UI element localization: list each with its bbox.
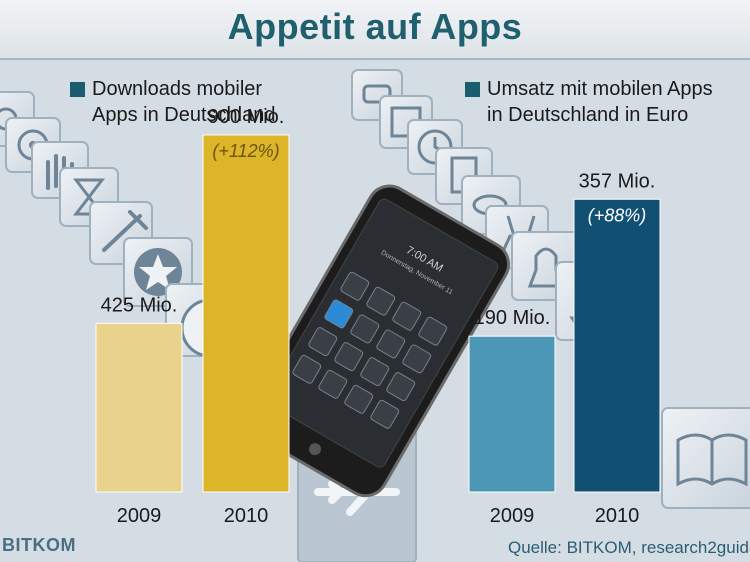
legend-swatch xyxy=(465,82,480,97)
category-label-revenue-2010: 2010 xyxy=(595,505,640,527)
book-icon xyxy=(661,407,750,509)
legend-revenue-line1: Umsatz mit mobilen Apps xyxy=(487,78,713,100)
bitkom-logo: BITKOM xyxy=(2,535,76,555)
value-label-downloads-2010: 900 Mio. xyxy=(208,106,285,128)
page-title: Appetit auf Apps xyxy=(227,6,523,47)
value-label-revenue-2009: 190 Mio. xyxy=(474,307,551,329)
header-bar: Appetit auf Apps xyxy=(0,0,750,60)
legend-swatch xyxy=(70,82,85,97)
change-label-revenue: (+88%) xyxy=(588,205,647,225)
legend-downloads: Downloads mobiler Apps in Deutschland xyxy=(70,76,275,128)
value-label-downloads-2009: 425 Mio. xyxy=(101,294,178,316)
value-label-revenue-2010: 357 Mio. xyxy=(579,170,656,192)
bar-downloads-2010 xyxy=(202,134,290,493)
bar-downloads-2009 xyxy=(95,322,183,493)
bar-revenue-2010 xyxy=(573,198,661,493)
legend-revenue: Umsatz mit mobilen Apps in Deutschland i… xyxy=(465,76,713,128)
category-label-downloads-2009: 2009 xyxy=(117,505,162,527)
category-label-revenue-2009: 2009 xyxy=(490,505,535,527)
smartphone-image: 7:00 AM Donnerstag, November 11 xyxy=(245,184,510,498)
legend-revenue-line2: in Deutschland in Euro xyxy=(487,104,689,126)
change-label-downloads: (+112%) xyxy=(212,141,279,161)
legend-downloads-line1: Downloads mobiler xyxy=(92,78,263,100)
legend-downloads-line2: Apps in Deutschland xyxy=(92,104,276,126)
category-label-downloads-2010: 2010 xyxy=(224,505,269,527)
source-note: Quelle: BITKOM, research2guidance xyxy=(508,538,750,557)
bar-revenue-2009 xyxy=(468,335,556,493)
